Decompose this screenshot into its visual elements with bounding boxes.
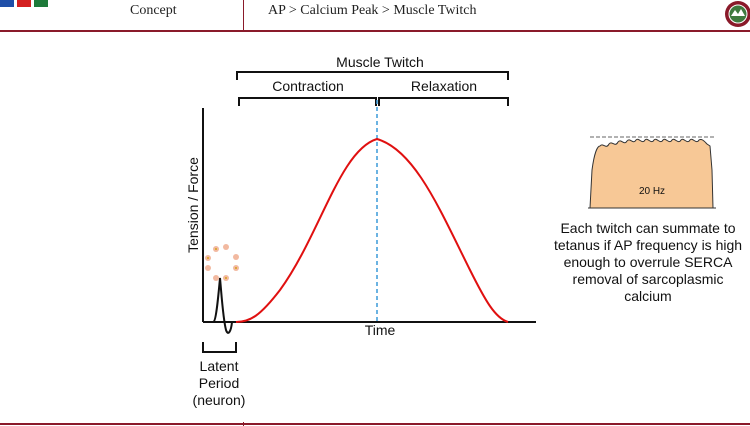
y-axis-label: Tension / Force (185, 157, 201, 253)
latent-period-bracket (202, 342, 237, 353)
contraction-label: Contraction (272, 78, 344, 94)
tetanus-caption: Each twitch can summate to tetanus if AP… (553, 220, 743, 304)
action-potential-spike (212, 277, 236, 334)
calcium-ions-icon (205, 244, 239, 281)
frequency-label: 20 Hz (639, 186, 665, 197)
relaxation-bracket (378, 97, 509, 106)
header-rule (0, 30, 750, 32)
tetanus-fused-shape (589, 138, 714, 209)
relaxation-label: Relaxation (411, 78, 477, 94)
footer-tick (243, 422, 244, 426)
latent-period-line-3: (neuron) (193, 392, 246, 408)
x-axis-label: Time (365, 322, 396, 338)
muscle-twitch-label: Muscle Twitch (336, 54, 424, 70)
header-divider (243, 0, 244, 30)
contraction-bracket (238, 97, 377, 106)
latent-period-line-2: Period (199, 375, 239, 391)
muscle-twitch-bracket (236, 71, 509, 80)
latent-period-line-1: Latent (200, 358, 239, 374)
logo-color-squares (0, 0, 48, 7)
concept-label: Concept (130, 3, 177, 18)
tetanus-inset: 20 Hz (588, 136, 716, 209)
university-seal-icon (725, 1, 750, 27)
footer-rule (0, 423, 750, 425)
slide-header: Concept AP > Calcium Peak > Muscle Twitc… (0, 0, 750, 32)
twitch-tension-curve (235, 137, 509, 323)
breadcrumb: AP > Calcium Peak > Muscle Twitch (268, 3, 477, 18)
